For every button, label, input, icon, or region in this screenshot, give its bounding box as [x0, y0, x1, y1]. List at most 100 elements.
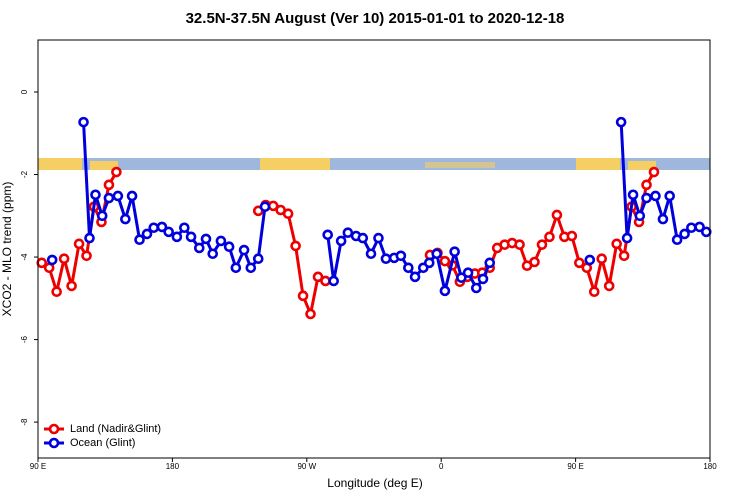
data-point — [544, 231, 555, 243]
data-point — [259, 201, 271, 213]
data-point — [328, 275, 339, 287]
data-point — [179, 222, 190, 234]
data-point — [66, 280, 77, 292]
data-point — [290, 240, 301, 252]
data-point — [51, 286, 62, 298]
data-point — [641, 179, 652, 191]
data-point — [373, 232, 384, 244]
data-point — [297, 290, 309, 302]
data-point — [282, 208, 294, 220]
data-point — [134, 234, 145, 246]
data-point — [641, 192, 652, 204]
data-point — [423, 257, 435, 269]
legend: Land (Nadir&Glint) Ocean (Glint) — [44, 423, 161, 449]
data-point — [439, 285, 451, 297]
data-point — [603, 280, 615, 292]
x-tick-label: 0 — [439, 462, 444, 471]
data-point — [342, 227, 354, 239]
data-point — [46, 254, 58, 266]
legend-label: Land (Nadir&Glint) — [70, 423, 161, 435]
data-point — [514, 239, 525, 250]
legend-label: Ocean (Glint) — [70, 437, 135, 449]
y-tick-label: 0 — [20, 89, 29, 94]
data-point — [671, 234, 683, 246]
data-point — [58, 253, 70, 264]
x-tick-label: 180 — [703, 462, 717, 471]
data-point — [230, 262, 242, 274]
land-strip — [628, 161, 656, 170]
data-point — [163, 226, 174, 238]
data-point — [650, 190, 661, 202]
data-point — [627, 189, 639, 201]
y-tick-label: -4 — [20, 253, 29, 261]
data-point — [484, 257, 496, 269]
map-strip — [38, 158, 710, 170]
data-point — [78, 116, 89, 128]
data-point — [312, 271, 324, 283]
data-point — [112, 190, 124, 202]
x-tick-label: 90 W — [297, 462, 316, 471]
data-point — [456, 272, 467, 283]
x-tick-label: 180 — [166, 462, 180, 471]
data-point — [551, 209, 563, 221]
data-point — [73, 238, 85, 250]
data-point — [305, 308, 316, 320]
data-point — [156, 221, 168, 233]
data-point — [148, 222, 160, 234]
data-point — [320, 275, 331, 287]
data-point — [588, 286, 600, 298]
legend-marker — [48, 423, 60, 435]
data-point — [431, 248, 443, 260]
land-strip — [576, 158, 620, 170]
x-tick-label: 90 E — [30, 462, 46, 471]
data-point — [621, 232, 633, 244]
data-point — [252, 253, 264, 264]
data-point — [171, 231, 183, 243]
legend-marker — [48, 437, 60, 449]
y-axis-label: XCO2 - MLO trend (ppm) — [0, 182, 14, 317]
data-point — [694, 221, 705, 233]
data-point — [686, 222, 697, 234]
data-point — [215, 235, 227, 247]
data-point — [120, 213, 131, 225]
data-point — [357, 232, 369, 244]
data-point — [365, 248, 377, 260]
data-point — [584, 254, 596, 266]
data-point — [103, 192, 115, 204]
data-point — [566, 230, 578, 242]
y-tick-label: -6 — [20, 335, 29, 343]
data-point — [529, 256, 540, 268]
y-tick-label: -8 — [20, 418, 29, 426]
chart-title: 32.5N-37.5N August (Ver 10) 2015-01-01 t… — [186, 10, 565, 27]
data-point — [200, 233, 212, 245]
land-strip — [38, 158, 82, 170]
data-point — [618, 250, 630, 262]
data-point — [103, 179, 115, 191]
data-point — [462, 267, 474, 279]
data-point — [611, 238, 622, 250]
data-point — [84, 232, 95, 244]
data-point — [207, 248, 219, 260]
data-point — [395, 250, 407, 262]
data-point — [403, 262, 414, 274]
data-point — [574, 257, 585, 269]
ocean-strip — [38, 158, 710, 170]
data-point — [648, 166, 660, 178]
data-point — [596, 253, 608, 264]
x-axis-label: Longitude (deg E) — [327, 476, 422, 490]
data-point — [96, 210, 108, 222]
plot-area — [36, 116, 712, 320]
data-point — [409, 271, 421, 283]
data-point — [245, 262, 257, 274]
data-point — [449, 246, 460, 257]
data-point — [615, 116, 627, 128]
data-point — [657, 213, 669, 225]
data-point — [439, 255, 451, 267]
data-point — [223, 241, 235, 253]
data-point — [141, 228, 153, 240]
data-point — [322, 229, 334, 241]
data-point — [664, 190, 675, 202]
data-point — [238, 244, 250, 256]
data-point — [335, 235, 347, 247]
